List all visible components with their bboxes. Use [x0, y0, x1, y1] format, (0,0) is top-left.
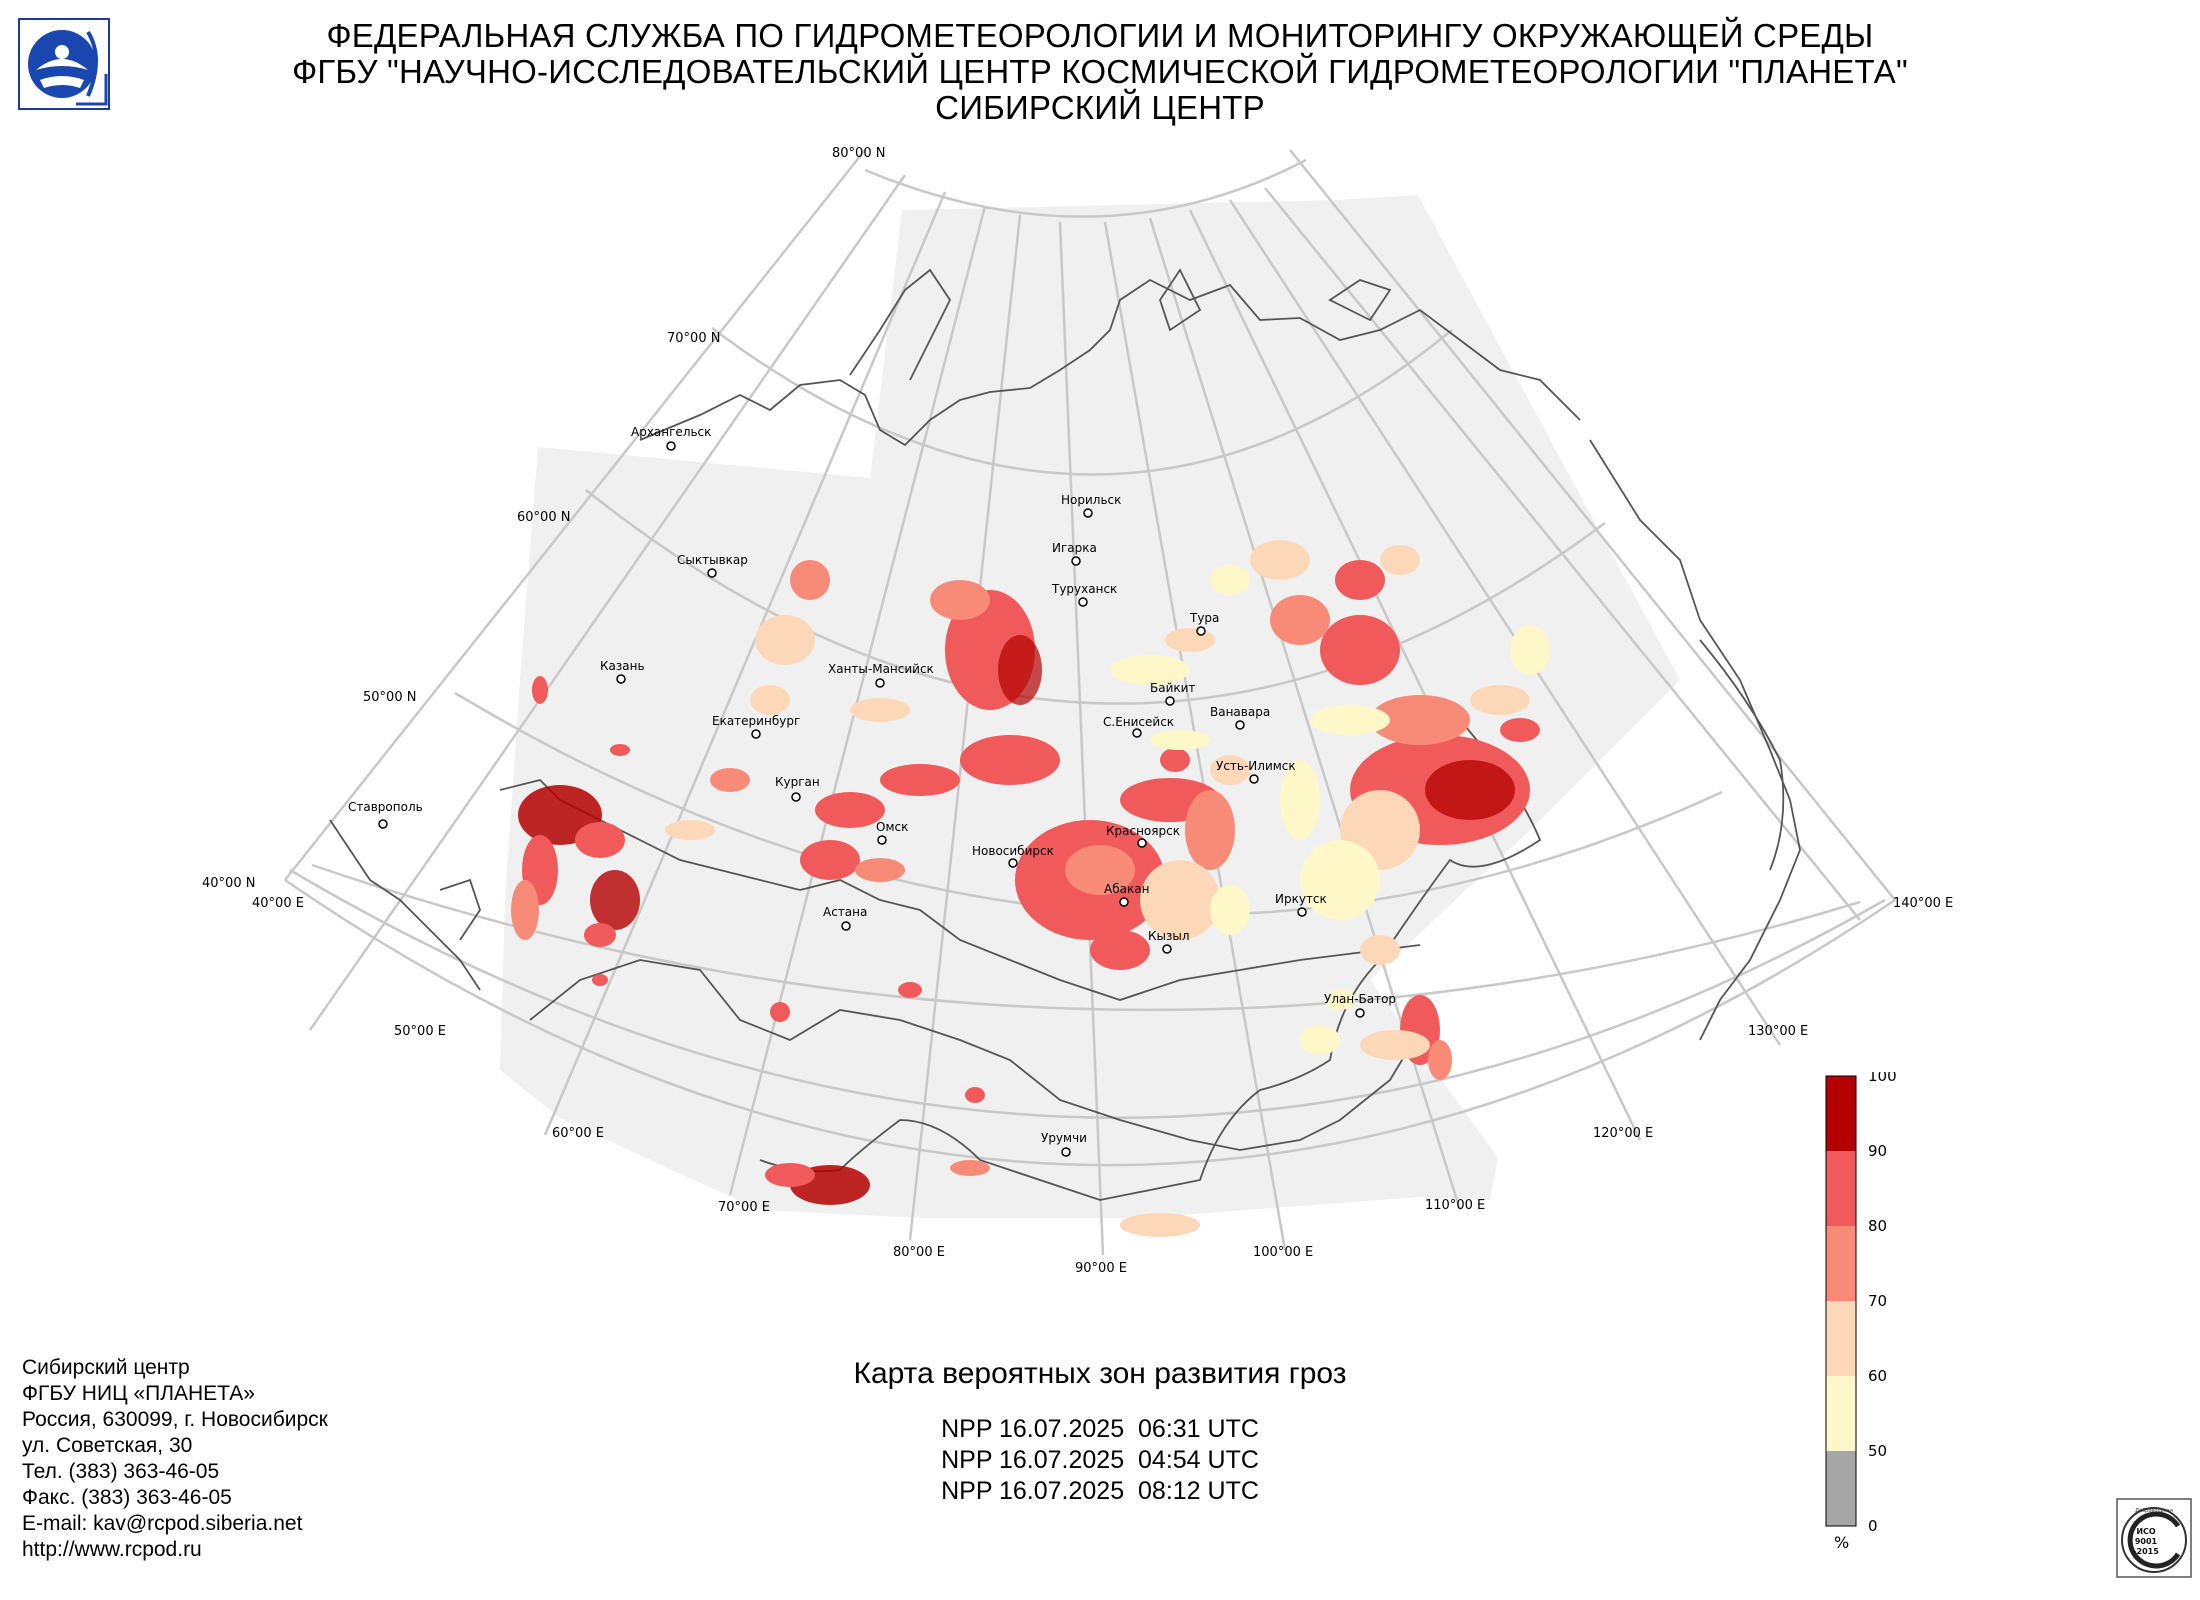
satellite-pass: NPP 16.07.2025 06:31 UTC: [941, 1415, 1259, 1443]
iso-certification-seal: Добровольная ИСО 9001 -2015: [2116, 1498, 2192, 1578]
graticule-labels: 80°00 N 70°00 N 60°00 N 50°00 N 40°00 N …: [202, 146, 1953, 1276]
city-label: Усть-Илимск: [1216, 759, 1296, 773]
legend-bin-50-60: [1826, 1376, 1856, 1451]
svg-text:Добровольная: Добровольная: [2135, 1508, 2173, 1514]
legend-tick: 60: [1868, 1367, 1887, 1385]
contact-info: Сибирский центр ФГБУ НИЦ «ПЛАНЕТА» Росси…: [22, 1355, 328, 1563]
contact-line: Россия, 630099, г. Новосибирск: [22, 1408, 328, 1431]
legend-bin-60-70: [1826, 1301, 1856, 1376]
lat-label-70: 70°00 N: [667, 331, 720, 346]
city-label: С.Енисейск: [1103, 715, 1174, 729]
graticule-outline: [284, 149, 1896, 1167]
svg-text:9001: 9001: [2135, 1537, 2158, 1546]
legend-tick: 70: [1868, 1292, 1887, 1310]
storm-probability-patches: [511, 540, 1550, 1237]
city-label: Красноярск: [1106, 824, 1180, 838]
lon-label-90: 90°00 E: [1075, 1261, 1127, 1276]
svg-text:ИСО: ИСО: [2136, 1527, 2156, 1536]
lat-label-40: 40°00 N: [202, 876, 255, 891]
lon-label-70: 70°00 E: [718, 1200, 770, 1215]
lon-label-50: 50°00 E: [394, 1024, 446, 1039]
legend-tick: 0: [1868, 1517, 1878, 1535]
city-label: Сыктывкар: [677, 553, 748, 567]
city-label: Новосибирск: [972, 844, 1054, 858]
lat-label-80: 80°00 N: [832, 146, 885, 161]
city-markers: [378, 441, 1365, 1157]
city-label: Кызыл: [1148, 929, 1190, 943]
map-caption: Карта вероятных зон развития гроз: [853, 1357, 1347, 1390]
lon-label-80: 80°00 E: [893, 1245, 945, 1260]
contact-website: http://www.rcpod.ru: [22, 1538, 202, 1561]
city-label: Ставрополь: [348, 800, 423, 814]
legend-tick: 100: [1868, 1072, 1897, 1085]
lon-label-140: 140°00 E: [1893, 896, 1953, 911]
city-label: Архангельск: [631, 425, 711, 439]
lat-label-50: 50°00 N: [363, 690, 416, 705]
lon-label-130: 130°00 E: [1748, 1024, 1808, 1039]
city-label: Курган: [775, 775, 820, 789]
roshydromet-logo: [18, 18, 110, 110]
city-labels: Архангельск Норильск Игарка Сыктывкар Ту…: [348, 425, 1396, 1145]
contact-line: ул. Советская, 30: [22, 1434, 193, 1457]
city-label: Игарка: [1052, 541, 1097, 555]
contact-phone: Тел. (383) 363-46-05: [22, 1460, 220, 1483]
satellite-pass: NPP 16.07.2025 04:54 UTC: [941, 1446, 1259, 1474]
lon-label-100: 100°00 E: [1253, 1245, 1313, 1260]
city-label: Ванавара: [1210, 705, 1270, 719]
lat-label-60: 60°00 N: [517, 510, 570, 525]
city-label: Ханты-Мансийск: [828, 662, 934, 676]
header-line-1: ФЕДЕРАЛЬНАЯ СЛУЖБА ПО ГИДРОМЕТЕОРОЛОГИИ …: [326, 17, 1874, 54]
city-label: Улан-Батор: [1324, 992, 1396, 1006]
legend-unit: %: [1834, 1533, 1849, 1552]
city-label: Тура: [1189, 611, 1219, 625]
lon-label-110: 110°00 E: [1425, 1198, 1485, 1213]
lon-label-60: 60°00 E: [552, 1126, 604, 1141]
satellite-passes: NPP 16.07.2025 06:31 UTC NPP 16.07.2025 …: [700, 1414, 1500, 1507]
city-label: Казань: [600, 659, 645, 673]
header: ФЕДЕРАЛЬНАЯ СЛУЖБА ПО ГИДРОМЕТЕОРОЛОГИИ …: [150, 18, 2050, 126]
svg-text:-2015: -2015: [2133, 1547, 2159, 1556]
legend-tick: 50: [1868, 1442, 1887, 1460]
contact-line: ФГБУ НИЦ «ПЛАНЕТА»: [22, 1382, 255, 1405]
lon-label-40: 40°00 E: [252, 896, 304, 911]
city-label: Омск: [876, 820, 908, 834]
city-label: Астана: [823, 905, 867, 919]
legend-tick: 90: [1868, 1142, 1887, 1160]
legend-bin-90-100: [1826, 1076, 1856, 1151]
satellite-pass: NPP 16.07.2025 08:12 UTC: [941, 1477, 1259, 1505]
city-label: Иркутск: [1275, 892, 1327, 906]
legend-bin-70-80: [1826, 1226, 1856, 1301]
city-label: Екатеринбург: [712, 714, 800, 728]
city-label: Урумчи: [1041, 1131, 1087, 1145]
contact-fax: Факс. (383) 363-46-05: [22, 1486, 232, 1509]
graticule-meridians: [308, 174, 1861, 1256]
city-label: Норильск: [1061, 493, 1121, 507]
city-label: Абакан: [1104, 882, 1149, 896]
legend-tick: 80: [1868, 1217, 1887, 1235]
header-line-3: СИБИРСКИЙ ЦЕНТР: [935, 89, 1265, 126]
legend-bin-0-50: [1826, 1451, 1856, 1526]
city-label: Байкит: [1150, 681, 1195, 695]
city-label: Туруханск: [1051, 582, 1117, 596]
legend-bin-80-90: [1826, 1151, 1856, 1226]
header-line-2: ФГБУ "НАУЧНО-ИССЛЕДОВАТЕЛЬСКИЙ ЦЕНТР КОС…: [292, 53, 1908, 90]
contact-email: E-mail: kav@rcpod.siberia.net: [22, 1512, 303, 1535]
contact-line: Сибирский центр: [22, 1356, 190, 1379]
lon-label-120: 120°00 E: [1593, 1126, 1653, 1141]
probability-legend: 100 90 80 70 60 50 0 %: [1825, 1072, 1897, 1552]
